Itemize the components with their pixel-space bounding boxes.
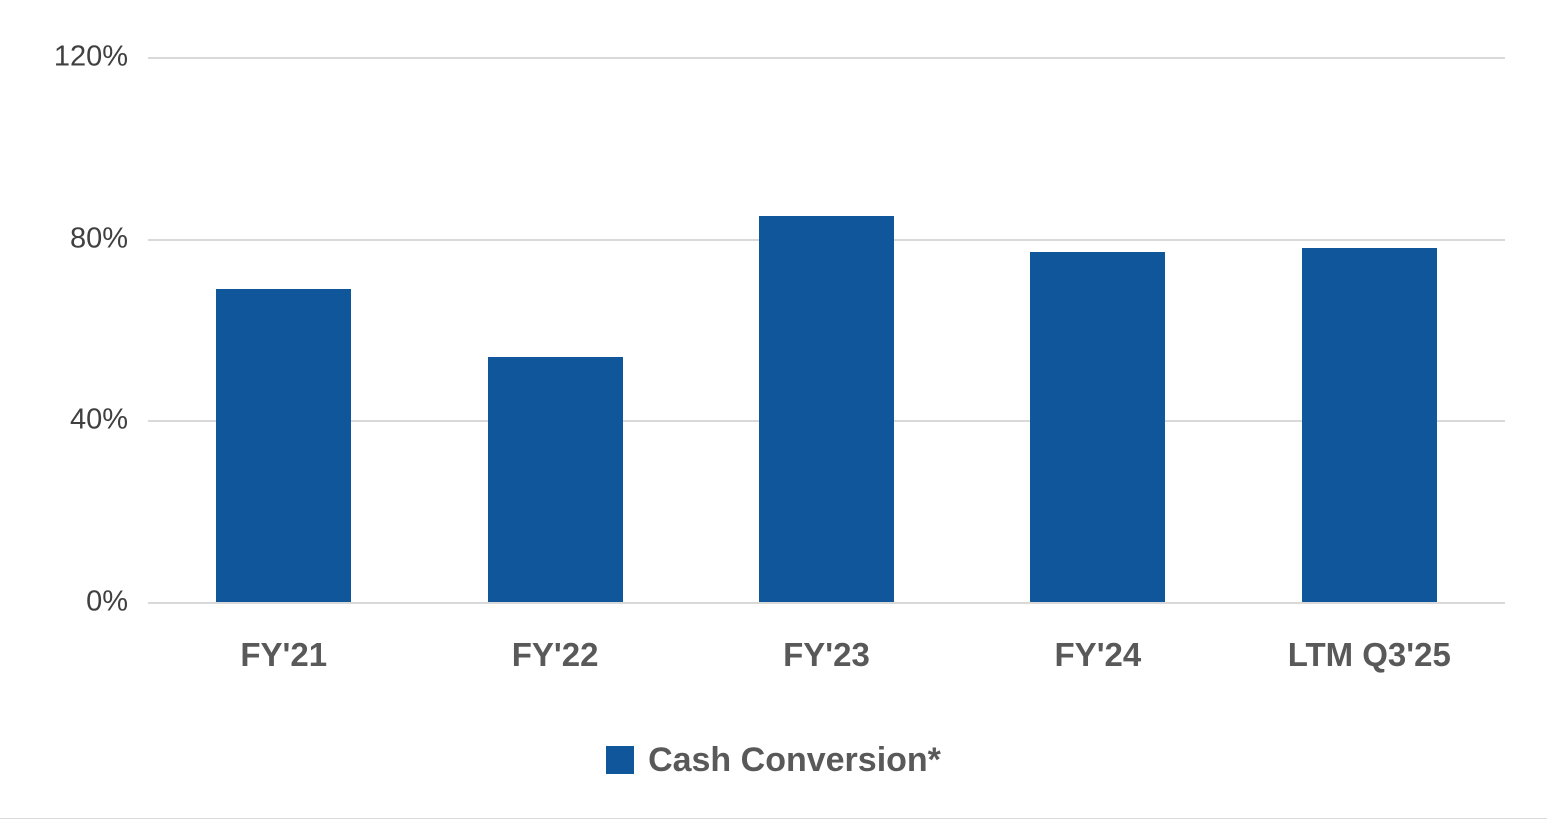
- x-category-label: LTM Q3'25: [1287, 636, 1451, 673]
- x-category-label: FY'22: [511, 636, 599, 673]
- y-axis: 0% 40% 80% 120%: [0, 41, 128, 618]
- bar-fy-22: [487, 356, 623, 602]
- y-tick-label: 120%: [53, 40, 128, 73]
- x-category-label: FY'24: [1054, 636, 1142, 673]
- bar-ltm-q3-25: [1301, 247, 1437, 602]
- y-tick-label: 80%: [69, 222, 128, 255]
- x-category-label: FY'21: [240, 636, 328, 673]
- x-axis: FY'21 FY'22 FY'23 FY'24 LTM Q3'25: [148, 636, 1505, 690]
- x-category-label: FY'23: [783, 636, 870, 673]
- bottom-divider: [0, 818, 1547, 819]
- gridline: [148, 57, 1505, 59]
- x-axis-line: [148, 602, 1505, 604]
- legend: Cash Conversion*: [0, 736, 1547, 784]
- y-tick-label: 40%: [69, 403, 128, 436]
- bar-fy-21: [216, 288, 352, 602]
- y-tick-label: 0%: [86, 585, 128, 618]
- bar-fy-24: [1030, 252, 1166, 602]
- legend-swatch-icon: [606, 746, 635, 774]
- bar-fy-23: [759, 215, 894, 602]
- plot-area: [148, 57, 1505, 604]
- legend-label: Cash Conversion*: [648, 740, 941, 779]
